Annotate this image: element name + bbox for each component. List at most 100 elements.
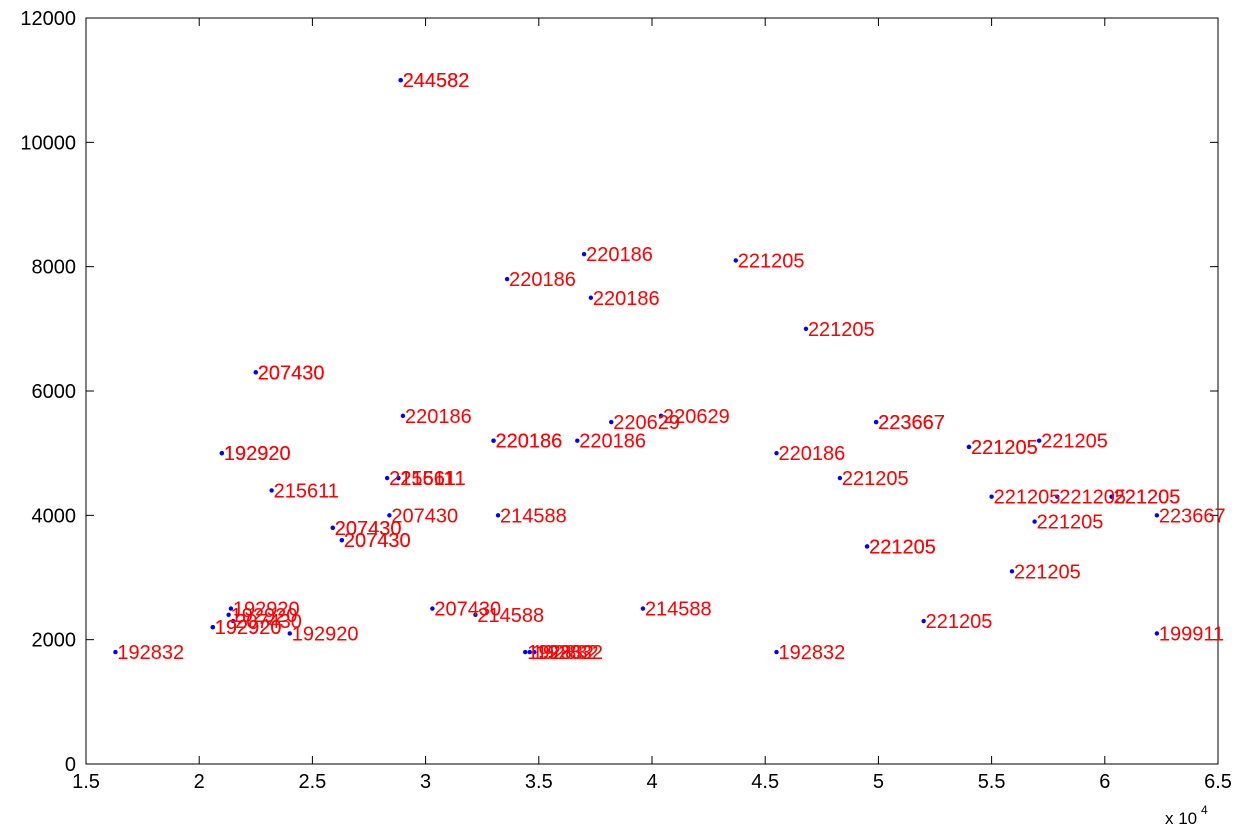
data-point-label: 220186 [579,431,646,453]
data-point-label: 192832 [532,642,599,664]
data-point-label: 192832 [117,642,184,664]
data-point [287,631,292,636]
data-point [1055,494,1060,499]
data-point [210,625,215,630]
data-point-label: 244582 [403,70,470,92]
data-point [396,475,401,481]
data-point [921,618,926,624]
data-point-label: 207430 [258,362,325,384]
data-point-label: 221205 [869,536,936,558]
data-point [495,513,501,518]
data-point-label: 221205 [1114,487,1181,509]
data-point-label: 220186 [779,443,846,465]
data-point-label: 192832 [779,642,846,664]
y-axis-ticks: 0 2000 4000 6000 8000 10000 12000 [20,8,1218,776]
data-point [966,444,972,450]
x-tick-label: 2 [194,771,205,793]
data-point-label: 220186 [405,406,472,428]
x-tick-label: 3.5 [525,771,553,793]
data-point-label: 244582 [403,70,470,92]
data-markers [113,77,1160,655]
data-point-label: 220186 [496,431,563,453]
data-point-label: 221205 [971,437,1038,459]
data-point-label: 192920 [292,623,359,645]
data-point [803,326,809,332]
data-point-label: 215611 [400,468,465,490]
data-point [774,450,779,456]
data-point-label: 221205 [926,611,993,633]
data-point [658,413,664,419]
data-point-label: 221205 [1014,561,1081,583]
plot-area [85,17,1219,765]
data-point [330,525,335,530]
x-tick-label: 6 [1099,771,1110,793]
data-point-label: 223667 [1159,505,1226,527]
data-point-label: 220629 [613,412,680,434]
data-point [113,649,118,655]
data-point [837,475,843,481]
data-point-label: 221205 [842,468,909,490]
data-point-label: 220186 [593,288,660,310]
data-point-label: 192920 [233,599,300,621]
data-point-label: 215611 [400,468,465,490]
data-point-label: 215611 [389,468,454,490]
data-point-label: 221205 [971,437,1038,459]
data-point-label: 192920 [231,605,298,627]
data-point-label: 207430 [335,518,402,540]
data-point [609,419,614,425]
x-tick-label: 4.5 [751,771,779,793]
data-point-label: 223667 [878,412,945,434]
x-tick-label: 1.5 [72,771,100,793]
data-point [219,450,225,456]
data-point [774,649,779,655]
data-point [523,649,528,655]
data-labels: 2445822445822201862201862201862212052212… [117,70,1225,664]
data-point-label: 192920 [215,617,282,639]
data-point [581,252,587,257]
x-tick-label: 2.5 [298,771,326,793]
x-multiplier-label: x 10 [1165,809,1197,828]
data-point-label: 214588 [500,505,567,527]
data-point [226,612,231,617]
y-tick-label: 8000 [32,257,77,279]
data-point [473,612,478,617]
data-point [1109,494,1114,499]
x-tick-label: 3 [420,771,431,793]
data-point [1154,513,1160,518]
data-point [430,606,435,611]
data-point [384,475,390,481]
data-point-label: 220186 [509,269,576,291]
y-tick-label: 4000 [32,505,77,527]
data-point [1154,631,1160,636]
data-point-label: 192832 [536,642,603,664]
data-point-label: 221205 [808,319,875,341]
data-point [1032,519,1037,524]
data-point-label: 192920 [224,443,291,465]
data-point [504,276,510,282]
data-point-label: 192920 [215,617,282,639]
x-axis-ticks: 1.5 2 2.5 3 3.5 4 4.5 5 5.5 6 6.5 [72,18,1232,793]
data-point-label: 221205 [1037,512,1104,534]
data-point [575,438,580,443]
data-point-label: 220629 [663,406,730,428]
data-point-label: 221205 [1114,487,1181,509]
data-point-label: 207430 [391,505,458,527]
data-point-label: 207430 [335,518,402,540]
data-point [400,413,406,419]
data-point [989,494,994,499]
data-point-label: 221205 [1059,487,1126,509]
data-point [532,649,537,655]
x-tick-label: 5.5 [978,771,1006,793]
data-point-label: 220186 [496,431,563,453]
data-point-label: 221205 [1041,431,1108,453]
data-point-label: 207430 [344,530,411,552]
y-tick-label: 12000 [20,8,76,30]
data-point-label: 214588 [477,605,544,627]
y-tick-label: 10000 [20,132,76,154]
data-point-label: 207430 [258,362,325,384]
data-point [527,649,532,655]
data-point-label: 199911 [1159,623,1224,645]
data-point [269,488,274,493]
data-point-label: 221205 [738,250,805,272]
data-point [733,258,738,263]
